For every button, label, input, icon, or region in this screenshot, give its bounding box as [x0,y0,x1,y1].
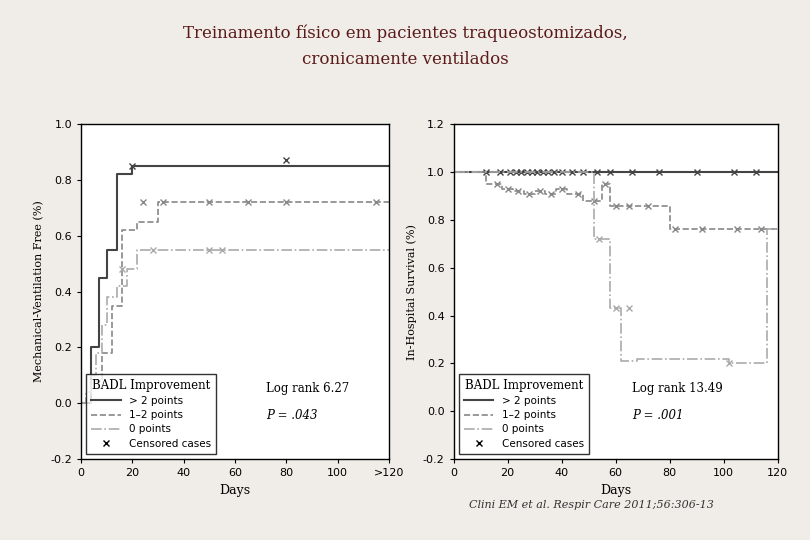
X-axis label: Days: Days [600,484,631,497]
Text: Clini EM et al. Respir Care 2011;56:306-13: Clini EM et al. Respir Care 2011;56:306-… [469,500,714,510]
Text: cronicamente ventilados: cronicamente ventilados [301,51,509,68]
Y-axis label: Mechanical-Ventilation Free (%): Mechanical-Ventilation Free (%) [34,201,45,382]
Text: Log rank 13.49: Log rank 13.49 [632,382,723,395]
Legend: > 2 points, 1–2 points, 0 points, Censored cases: > 2 points, 1–2 points, 0 points, Censor… [86,374,216,454]
Text: P = .043: P = .043 [266,409,318,422]
Y-axis label: In-Hospital Survival (%): In-Hospital Survival (%) [407,224,417,360]
Legend: > 2 points, 1–2 points, 0 points, Censored cases: > 2 points, 1–2 points, 0 points, Censor… [458,374,589,454]
Text: P = .001: P = .001 [632,409,684,422]
X-axis label: Days: Days [220,484,250,497]
Text: Log rank 6.27: Log rank 6.27 [266,382,349,395]
Text: Treinamento físico em pacientes traqueostomizados,: Treinamento físico em pacientes traqueos… [182,24,628,42]
